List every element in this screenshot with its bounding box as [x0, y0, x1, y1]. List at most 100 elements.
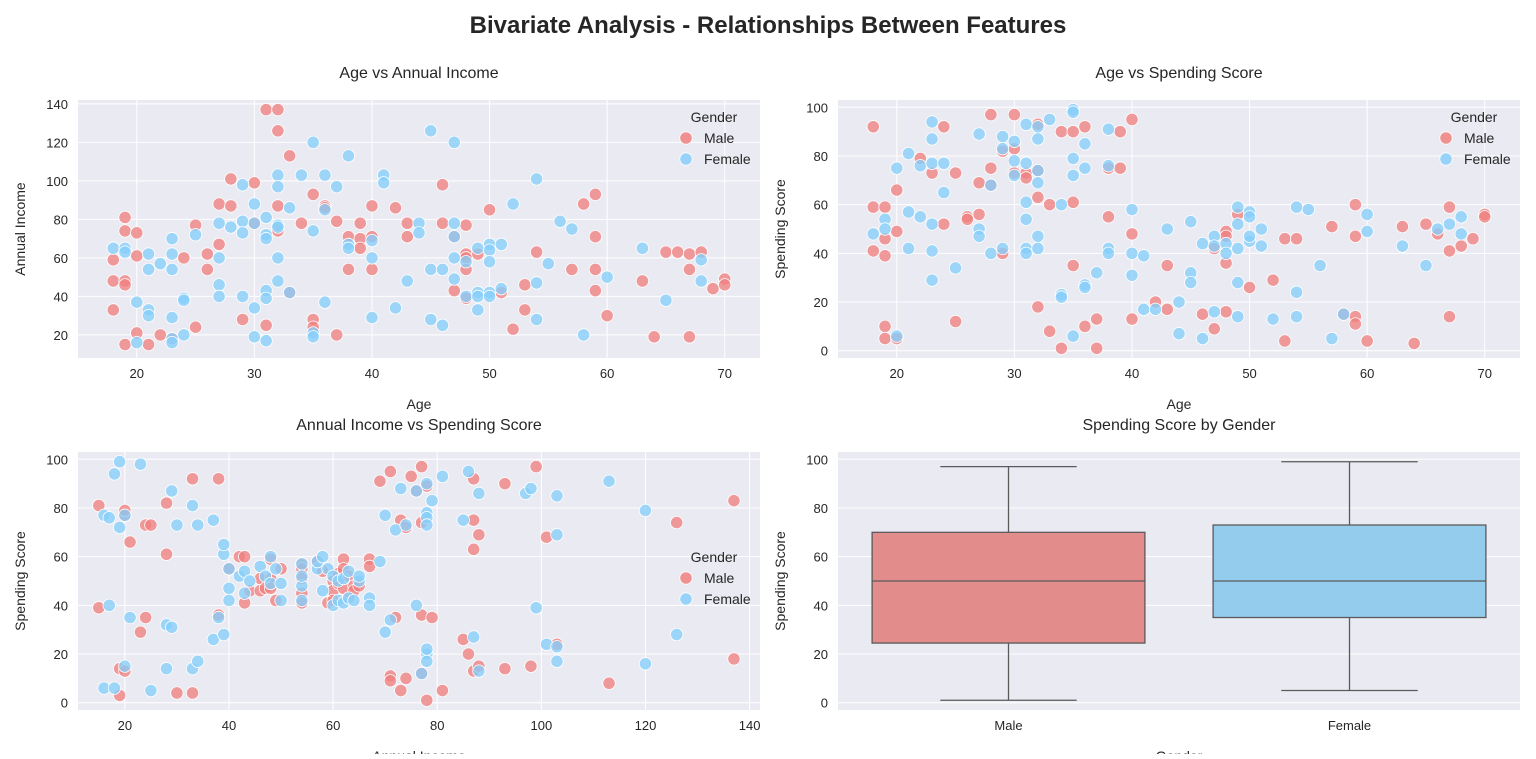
legend-entry: Female: [704, 591, 751, 607]
data-point: [1266, 312, 1280, 326]
iqr-box: [1212, 524, 1487, 619]
data-point: [383, 674, 397, 688]
data-point: [471, 289, 485, 303]
data-point: [1066, 125, 1080, 139]
data-point: [237, 586, 252, 600]
data-point: [236, 178, 250, 192]
data-point: [1137, 302, 1151, 316]
data-point: [541, 257, 555, 271]
data-point: [984, 246, 998, 260]
data-point: [306, 224, 320, 238]
data-point: [1031, 300, 1045, 314]
data-point: [1242, 280, 1257, 295]
data-point: [1478, 210, 1492, 224]
y-axis-label: Annual Income: [12, 182, 28, 276]
data-point: [1125, 312, 1139, 326]
data-point: [972, 176, 986, 190]
data-point: [159, 662, 174, 676]
x-tick-label: Male: [994, 718, 1022, 733]
data-point: [1454, 239, 1468, 253]
data-point: [638, 503, 653, 518]
data-point: [482, 243, 497, 257]
data-point: [890, 161, 904, 175]
data-point: [1043, 324, 1057, 338]
data-point: [1348, 317, 1362, 331]
data-point: [295, 593, 309, 608]
data-point: [224, 199, 238, 213]
data-point: [1160, 258, 1174, 273]
x-tick-label: 140: [739, 718, 761, 733]
data-point: [506, 197, 520, 211]
data-point: [365, 199, 379, 213]
data-point: [461, 464, 476, 479]
data-point: [1125, 246, 1139, 260]
series-male: [866, 108, 1492, 355]
x-axis-label: Gender: [1156, 748, 1203, 754]
data-point: [236, 289, 250, 303]
data-point: [960, 212, 974, 226]
data-point: [984, 161, 998, 175]
series-female: [97, 455, 684, 698]
data-point: [1207, 305, 1221, 319]
data-point: [1078, 319, 1092, 333]
chart-title: Spending Score by Gender: [1082, 417, 1276, 434]
data-point: [1066, 195, 1080, 209]
data-point: [659, 245, 673, 259]
y-tick-label: 140: [46, 97, 68, 112]
x-tick-label: 120: [635, 718, 657, 733]
figure-title: Bivariate Analysis - Relationships Betwe…: [470, 12, 1067, 39]
data-point: [529, 312, 544, 327]
data-point: [394, 481, 408, 496]
data-point: [1231, 200, 1245, 214]
data-point: [420, 654, 434, 668]
data-point: [866, 120, 880, 134]
data-point: [1289, 232, 1304, 246]
data-point: [1160, 222, 1174, 236]
x-tick-label: 30: [247, 366, 261, 381]
data-point: [341, 149, 356, 163]
data-point: [682, 262, 697, 277]
data-point: [878, 249, 892, 263]
data-point: [937, 156, 951, 170]
data-point: [1031, 190, 1045, 204]
data-point: [647, 330, 661, 344]
data-point: [295, 569, 309, 583]
y-tick-label: 40: [814, 598, 828, 613]
data-point: [447, 251, 461, 265]
data-point: [295, 557, 309, 571]
data-point: [271, 180, 285, 194]
data-point: [1219, 305, 1233, 319]
data-point: [274, 593, 288, 608]
data-point: [211, 610, 226, 625]
data-point: [1325, 331, 1339, 346]
data-point: [283, 201, 297, 215]
data-point: [472, 528, 486, 542]
data-point: [996, 129, 1010, 144]
data-point: [177, 293, 191, 307]
data-point: [123, 610, 137, 625]
data-point: [1113, 125, 1127, 139]
data-point: [1242, 210, 1257, 224]
data-point: [948, 314, 963, 329]
data-point: [1301, 202, 1315, 217]
iqr-box: [871, 531, 1146, 644]
data-point: [1231, 241, 1245, 256]
data-point: [409, 598, 423, 612]
data-point: [1066, 258, 1080, 273]
y-tick-label: 40: [54, 598, 68, 613]
data-point: [283, 149, 297, 163]
data-point: [106, 253, 120, 267]
data-point: [1125, 202, 1139, 217]
data-point: [118, 278, 132, 292]
x-tick-label: Female: [1328, 718, 1371, 733]
data-point: [937, 120, 951, 134]
data-point: [165, 484, 179, 498]
data-point: [1019, 246, 1033, 260]
data-point: [306, 135, 320, 149]
data-point: [925, 217, 939, 231]
legend-marker: [1439, 131, 1453, 145]
x-axis-label: Annual Income: [372, 748, 466, 754]
data-point: [550, 528, 564, 542]
data-point: [118, 337, 132, 352]
data-point: [113, 520, 127, 535]
